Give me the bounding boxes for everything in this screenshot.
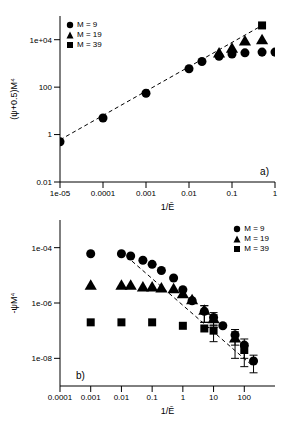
svg-text:1e-08: 1e-08: [32, 354, 53, 363]
svg-text:1: 1: [48, 130, 53, 139]
svg-text:-ψM⁴: -ψM⁴: [9, 292, 19, 313]
svg-text:1e-04: 1e-04: [32, 244, 53, 253]
svg-text:1: 1: [273, 189, 278, 198]
svg-text:0.001: 0.001: [81, 393, 102, 402]
svg-text:0.01: 0.01: [36, 178, 52, 187]
html-text:M = 9: M = 9: [244, 224, 265, 233]
svg-text:0.0001: 0.0001: [91, 189, 116, 198]
svg-text:1e-05: 1e-05: [50, 189, 71, 198]
html-text:a): a): [260, 166, 269, 177]
svg-text:0.0001: 0.0001: [48, 393, 73, 402]
html-text:M = 19: M = 19: [77, 30, 102, 39]
svg-text:10: 10: [209, 393, 218, 402]
svg-text:100: 100: [238, 393, 252, 402]
svg-text:1e+04: 1e+04: [30, 36, 53, 45]
svg-text:1/Ẽ: 1/Ẽ: [161, 406, 175, 416]
svg-text:1/Ẽ: 1/Ẽ: [161, 202, 175, 212]
svg-text:1e-06: 1e-06: [32, 299, 53, 308]
html-text:M = 19: M = 19: [244, 234, 269, 243]
html-text:M = 9: M = 9: [77, 20, 98, 29]
svg-text:0.001: 0.001: [136, 189, 157, 198]
svg-text:0.1: 0.1: [147, 393, 159, 402]
svg-text:(ψ+0.5)M⁴: (ψ+0.5)M⁴: [9, 78, 19, 120]
html-text:b): b): [76, 370, 85, 381]
html-text:M = 39: M = 39: [77, 40, 102, 49]
html-text:M = 39: M = 39: [244, 244, 269, 253]
svg-text:100: 100: [39, 83, 53, 92]
svg-text:0.01: 0.01: [181, 189, 197, 198]
svg-text:1: 1: [181, 393, 186, 402]
svg-text:0.01: 0.01: [114, 393, 130, 402]
svg-text:0.1: 0.1: [226, 189, 238, 198]
